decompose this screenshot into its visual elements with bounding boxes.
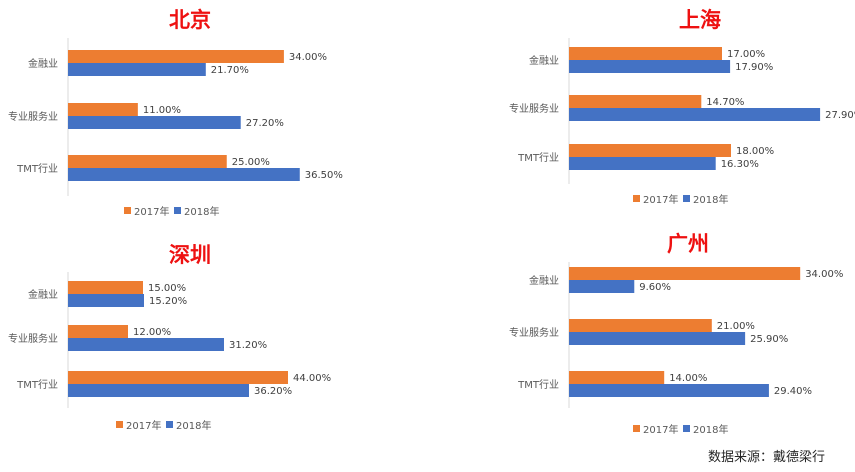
data-label: 25.90% — [750, 334, 788, 345]
data-label: 17.90% — [735, 62, 773, 73]
category-label: 金融业 — [28, 57, 58, 70]
data-label: 14.70% — [706, 97, 744, 108]
chart-title: 上海 — [679, 8, 721, 32]
legend-swatch — [174, 207, 181, 214]
category-label: TMT行业 — [517, 151, 559, 164]
data-label: 15.20% — [149, 296, 187, 307]
data-label: 29.40% — [774, 386, 812, 397]
legend-label: 2017年 — [126, 419, 161, 432]
bar-2017 — [569, 47, 722, 60]
chart-title: 北京 — [169, 8, 211, 32]
data-label: 27.20% — [246, 118, 284, 129]
data-label: 12.00% — [133, 327, 171, 338]
data-label: 17.00% — [727, 49, 765, 60]
bar-2017 — [569, 319, 712, 332]
legend-label: 2017年 — [134, 205, 169, 218]
bar-2017 — [569, 144, 731, 157]
bar-2018 — [68, 63, 206, 76]
data-label: 18.00% — [736, 146, 774, 157]
legend-label: 2018年 — [693, 423, 728, 436]
data-label: 16.30% — [721, 159, 759, 170]
bar-2017 — [569, 371, 665, 384]
data-label: 36.50% — [305, 170, 343, 181]
bar-2017 — [569, 95, 702, 108]
legend-swatch — [683, 195, 690, 202]
legend-label: 2018年 — [184, 205, 219, 218]
data-label: 21.00% — [717, 321, 755, 332]
category-label: TMT行业 — [517, 378, 559, 391]
bar-2018 — [68, 168, 300, 181]
legend-label: 2017年 — [643, 193, 678, 206]
category-label: 金融业 — [28, 288, 58, 301]
bar-2018 — [68, 294, 144, 307]
data-label: 14.00% — [669, 373, 707, 384]
data-label: 15.00% — [148, 283, 186, 294]
bar-2018 — [569, 60, 731, 73]
data-label: 27.90% — [825, 110, 855, 121]
bar-2017 — [68, 50, 284, 63]
bar-2018 — [68, 338, 224, 351]
legend-label: 2018年 — [176, 419, 211, 432]
data-label: 31.20% — [229, 340, 267, 351]
data-label: 36.20% — [254, 386, 292, 397]
bar-2018 — [569, 108, 821, 121]
bar-2018 — [68, 116, 241, 129]
legend-swatch — [124, 207, 131, 214]
category-label: 专业服务业 — [8, 110, 58, 123]
bar-2018 — [68, 384, 249, 397]
bar-2017 — [68, 371, 288, 384]
data-label: 34.00% — [805, 269, 843, 280]
bar-2017 — [68, 281, 143, 294]
bar-2018 — [569, 157, 716, 170]
bar-2017 — [68, 103, 138, 116]
category-label: 金融业 — [529, 54, 559, 67]
data-label: 9.60% — [639, 282, 671, 293]
legend-swatch — [633, 195, 640, 202]
data-label: 11.00% — [143, 105, 181, 116]
bar-2017 — [569, 267, 801, 280]
legend-swatch — [166, 421, 173, 428]
data-source-note: 数据来源：戴德梁行 — [707, 450, 825, 465]
category-label: 专业服务业 — [8, 332, 58, 345]
bar-2017 — [68, 325, 128, 338]
category-label: 金融业 — [529, 274, 559, 287]
legend-swatch — [633, 425, 640, 432]
legend-swatch — [116, 421, 123, 428]
category-label: TMT行业 — [16, 162, 58, 175]
bar-2018 — [569, 384, 769, 397]
data-label: 44.00% — [293, 373, 331, 384]
bar-2017 — [68, 155, 227, 168]
bar-2018 — [569, 332, 746, 345]
data-label: 34.00% — [289, 52, 327, 63]
data-label: 25.00% — [232, 157, 270, 168]
chart-title: 广州 — [667, 232, 709, 256]
legend-swatch — [683, 425, 690, 432]
category-label: 专业服务业 — [509, 326, 559, 339]
category-label: 专业服务业 — [509, 102, 559, 115]
legend-label: 2017年 — [643, 423, 678, 436]
data-label: 21.70% — [211, 65, 249, 76]
legend-label: 2018年 — [693, 193, 728, 206]
category-label: TMT行业 — [16, 378, 58, 391]
chart-title: 深圳 — [169, 243, 211, 267]
bar-2018 — [569, 280, 635, 293]
